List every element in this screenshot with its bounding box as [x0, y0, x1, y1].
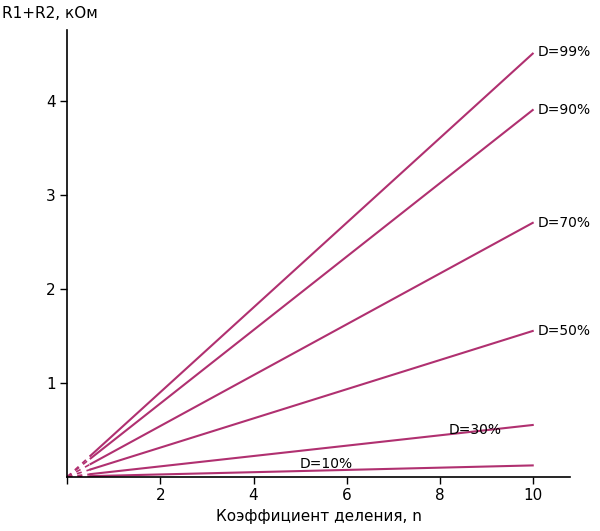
Text: D=30%: D=30% [449, 423, 502, 436]
Text: R1+R2, кОм: R1+R2, кОм [2, 6, 98, 21]
Text: D=70%: D=70% [538, 216, 590, 230]
Text: D=10%: D=10% [300, 457, 353, 470]
X-axis label: Коэффициент деления, n: Коэффициент деления, n [216, 509, 422, 524]
Text: D=50%: D=50% [538, 324, 590, 338]
Text: D=99%: D=99% [538, 45, 590, 59]
Text: D=90%: D=90% [538, 103, 590, 117]
